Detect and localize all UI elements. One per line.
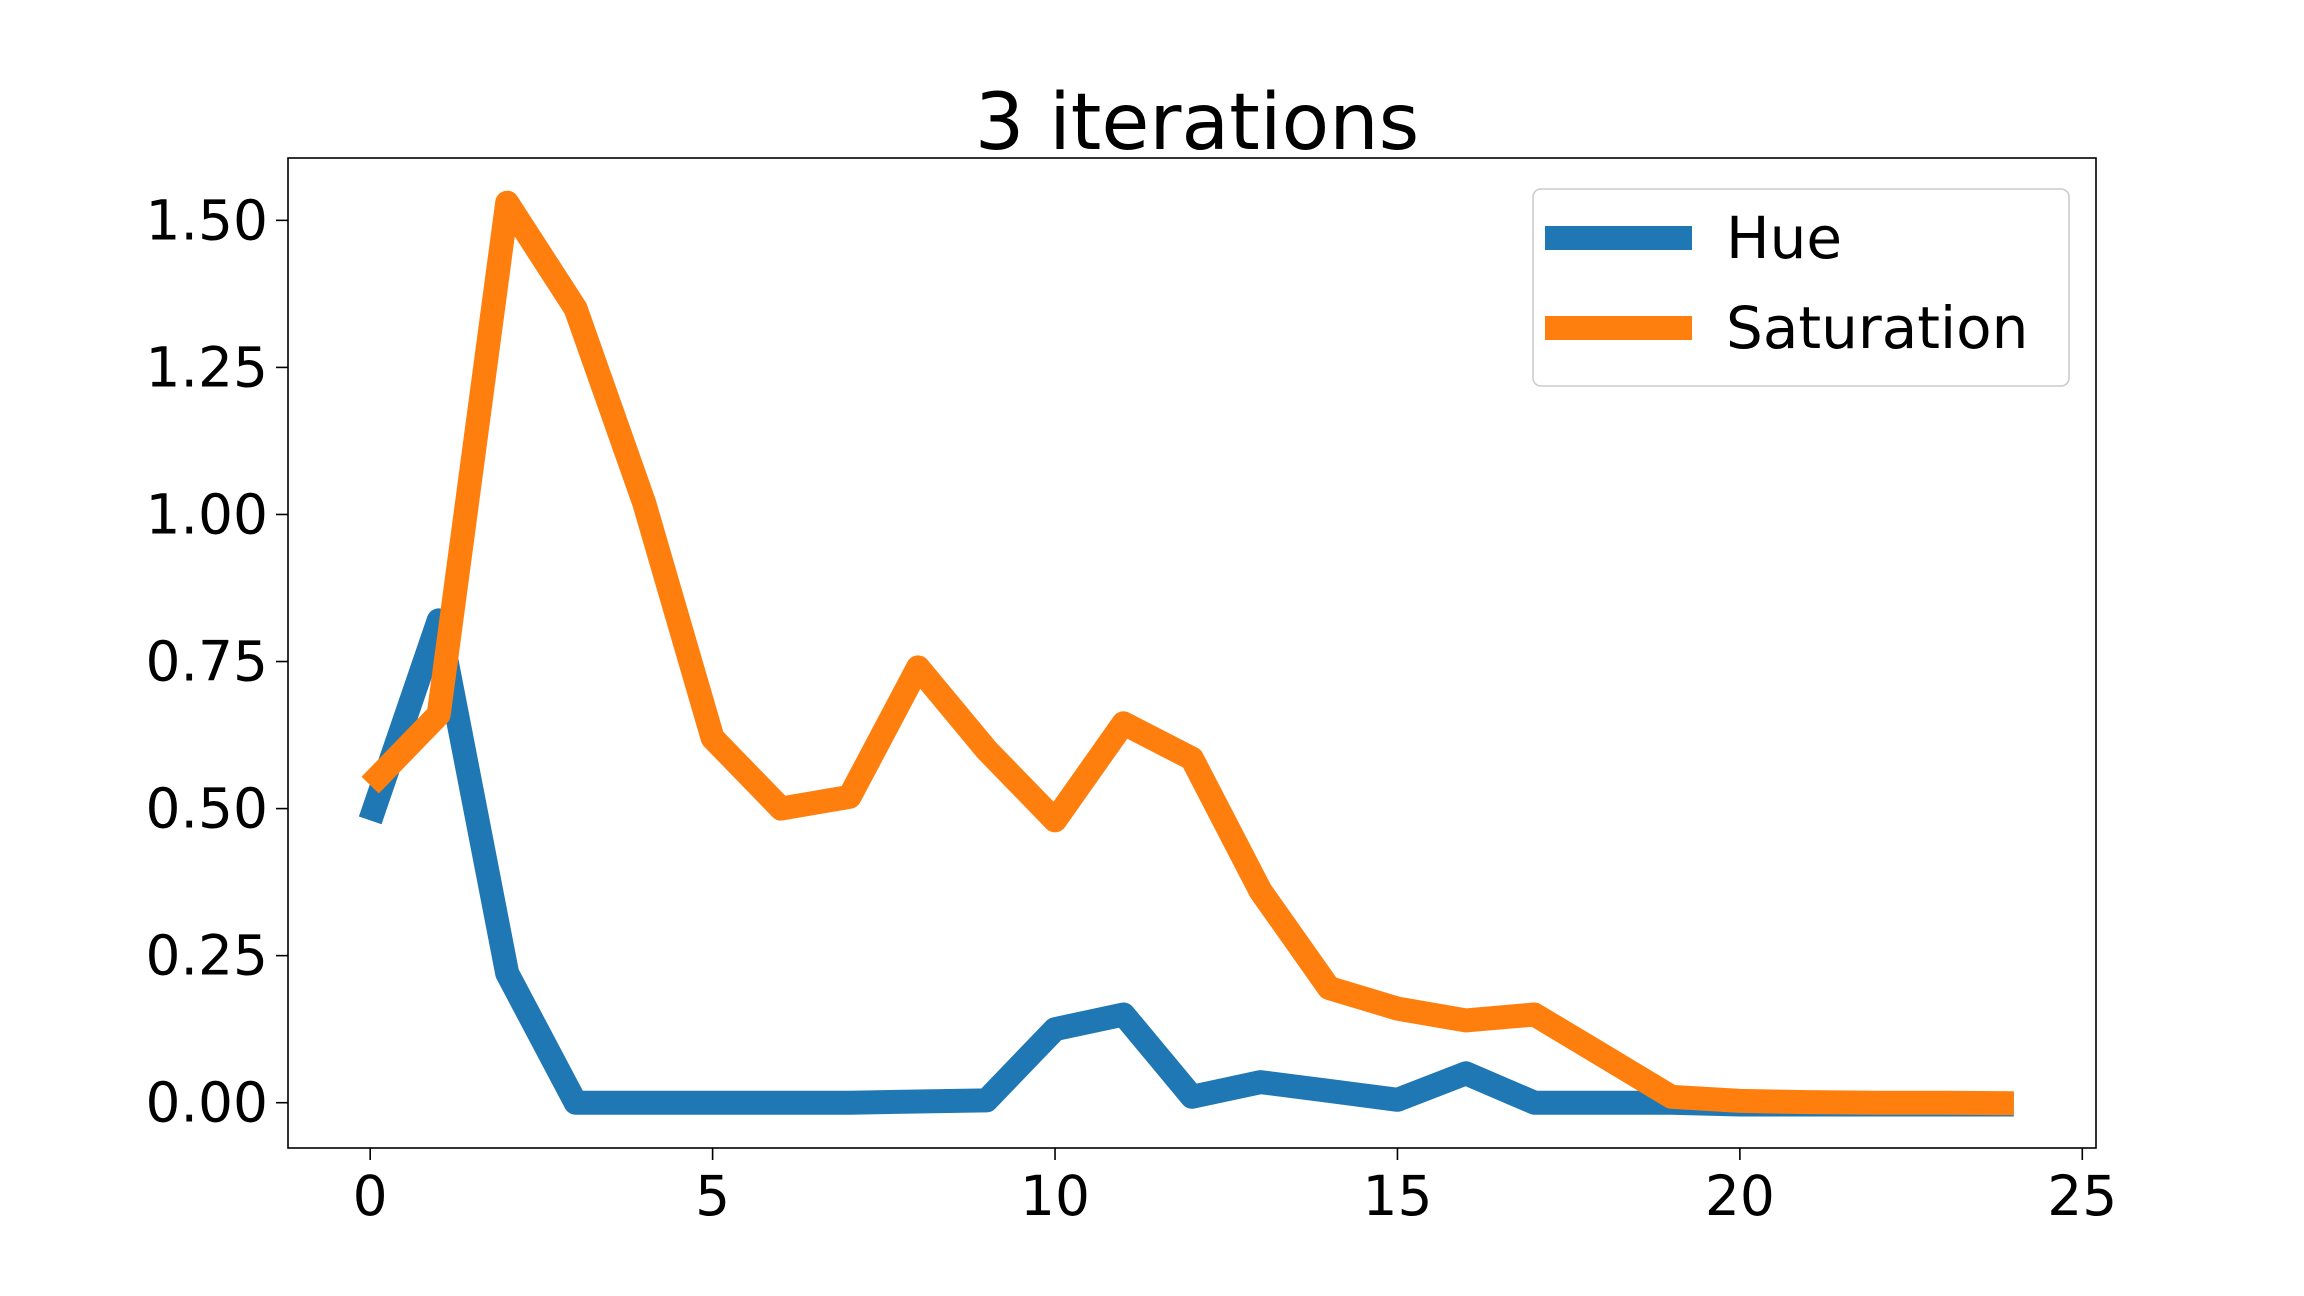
y-tick-label: 0.50 bbox=[146, 777, 268, 841]
y-axis: 0.00 0.25 0.50 0.75 1.00 1.25 1.50 bbox=[146, 188, 288, 1135]
x-tick-label: 5 bbox=[695, 1164, 730, 1228]
y-tick-label: 0.00 bbox=[146, 1071, 268, 1135]
legend-label-hue: Hue bbox=[1726, 204, 1842, 272]
y-tick-label: 1.50 bbox=[146, 188, 268, 252]
x-tick-label: 10 bbox=[1020, 1164, 1090, 1228]
legend: Hue Saturation bbox=[1532, 188, 2070, 387]
series-line-saturation bbox=[361, 190, 2014, 1116]
series-layer bbox=[358, 190, 2014, 1117]
x-tick-label: 0 bbox=[353, 1164, 388, 1228]
x-tick-label: 15 bbox=[1362, 1164, 1432, 1228]
y-tick-label: 0.25 bbox=[146, 924, 268, 988]
legend-label-saturation: Saturation bbox=[1726, 294, 2028, 362]
plot-area bbox=[287, 157, 2097, 1149]
x-axis: 0 5 10 15 20 25 bbox=[353, 1148, 2117, 1228]
series-line-hue bbox=[358, 608, 2014, 1117]
chart-title: 3 iterations bbox=[975, 78, 1420, 168]
y-tick-label: 1.25 bbox=[146, 335, 268, 399]
x-tick-label: 25 bbox=[2047, 1164, 2117, 1228]
y-tick-label: 1.00 bbox=[146, 482, 268, 546]
y-tick-label: 0.75 bbox=[146, 630, 268, 694]
x-tick-label: 20 bbox=[1705, 1164, 1775, 1228]
